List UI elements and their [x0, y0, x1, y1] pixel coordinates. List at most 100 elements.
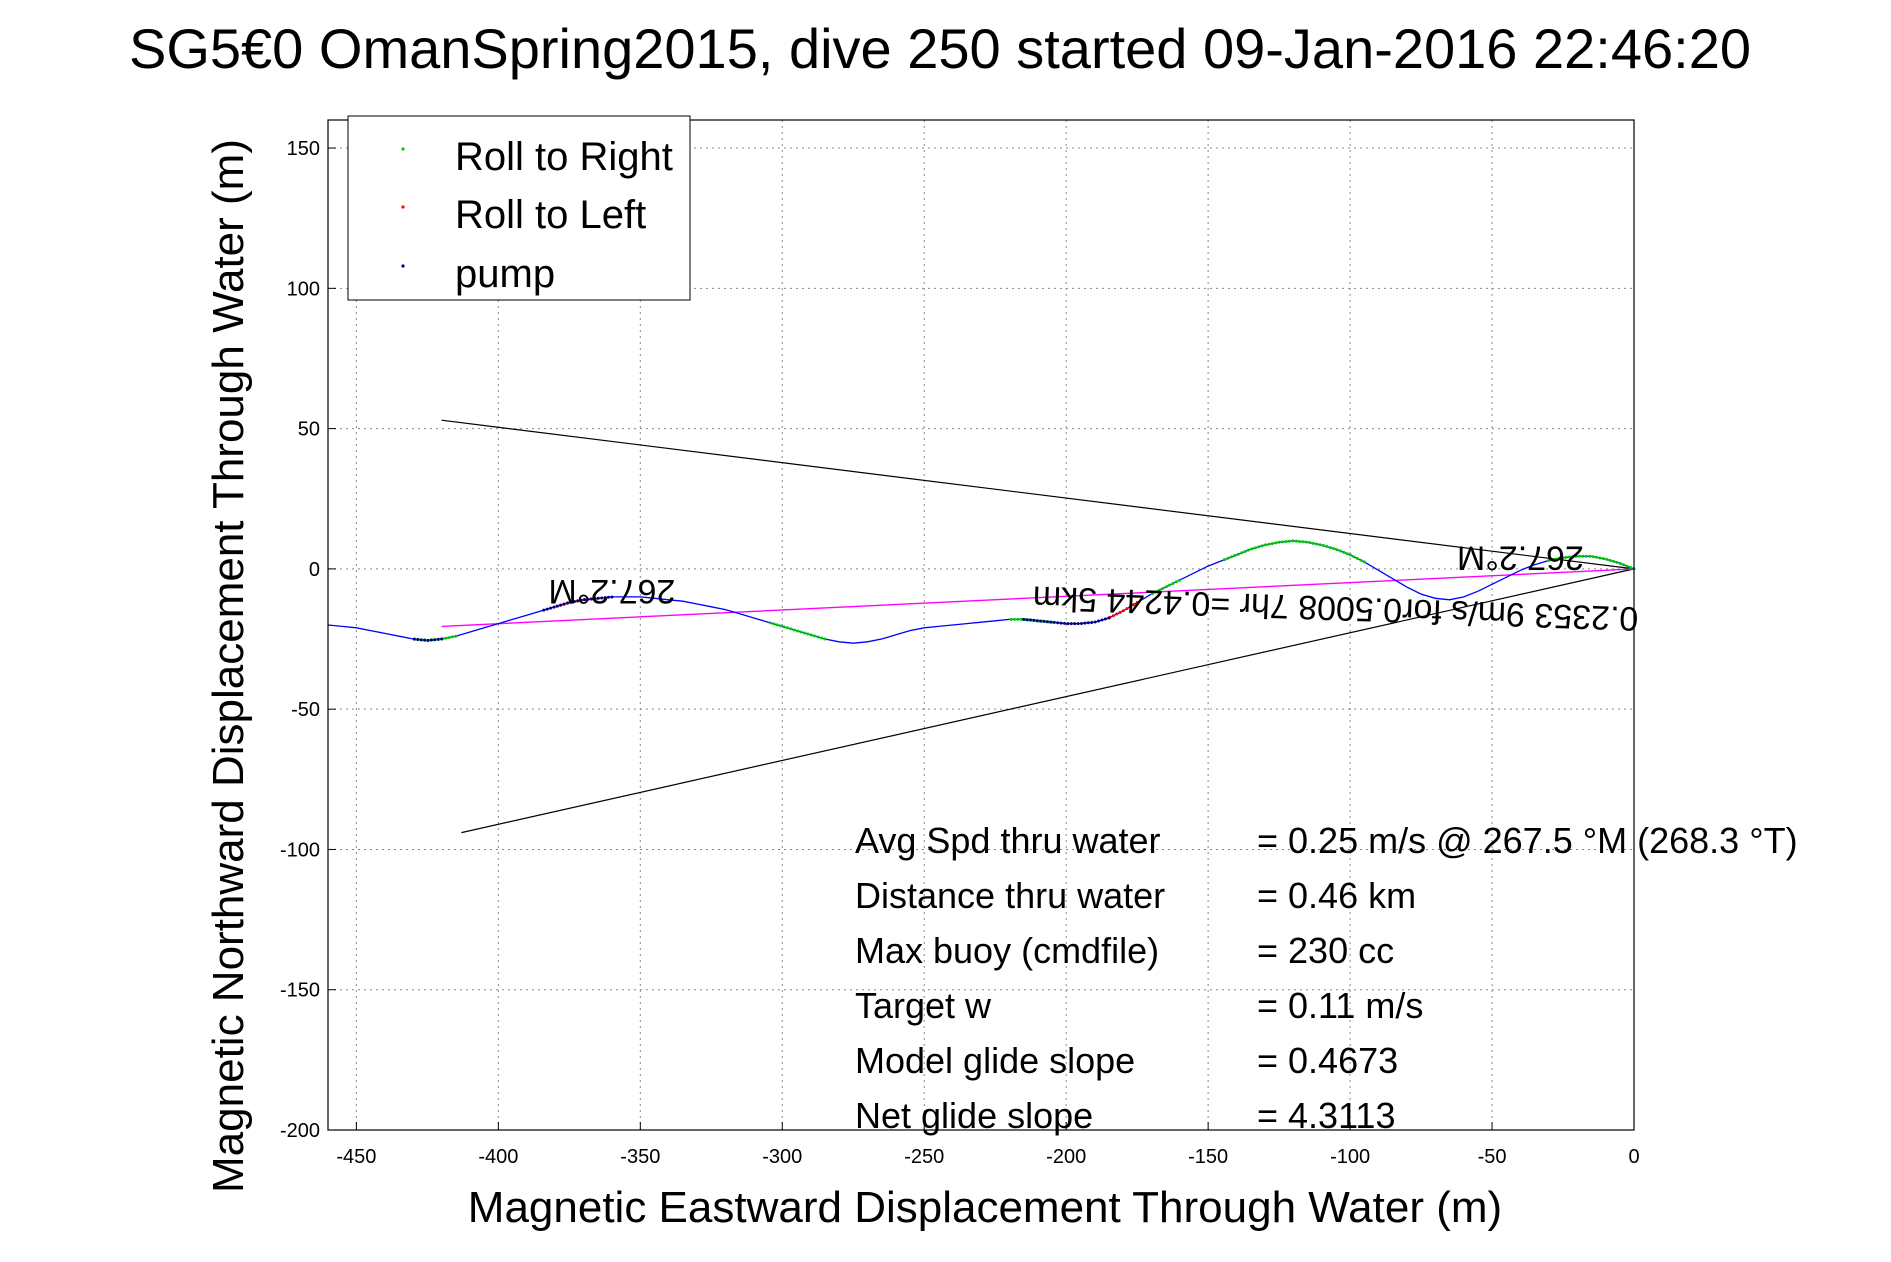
roll-right-point [1612, 559, 1616, 563]
roll-right-point [1349, 553, 1353, 557]
roll-right-point [1250, 547, 1254, 551]
roll-right-point [1311, 541, 1315, 545]
pump-point [426, 638, 430, 642]
pump-point [1066, 622, 1070, 626]
pump-point [555, 604, 559, 608]
roll-right-point [1315, 542, 1319, 546]
roll-right-point [772, 622, 776, 626]
roll-right-point [1267, 542, 1271, 546]
roll-right-point [1304, 540, 1308, 544]
roll-right-point [802, 631, 806, 635]
roll-right-point [1355, 557, 1359, 561]
roll-right-point [1171, 581, 1175, 585]
roll-right-point [1362, 560, 1366, 564]
roll-right-point [1618, 562, 1622, 566]
roll-right-point [1223, 558, 1227, 562]
roll-right-point [1174, 580, 1178, 584]
pump-point [562, 602, 566, 606]
legend: Roll to Right Roll to Left pump [347, 115, 691, 301]
roll-right-point [1154, 590, 1158, 594]
stat-value-distance: = 0.46 km [1257, 875, 1416, 916]
roll-right-point [1009, 617, 1013, 621]
roll-right-point [823, 637, 827, 641]
pump-point [593, 597, 597, 601]
pump-point [545, 607, 549, 611]
roll-right-point [1270, 542, 1274, 546]
pump-point [579, 598, 583, 602]
roll-right-point [792, 628, 796, 632]
cone-line [461, 568, 1635, 834]
roll-right-point [1608, 558, 1612, 562]
x-tick-label: -100 [1330, 1146, 1370, 1168]
roll-right-point [1281, 540, 1285, 544]
displacement-track [327, 540, 1635, 644]
roll-right-point [1161, 587, 1165, 591]
stat-label-target-w: Target w [855, 985, 992, 1026]
y-tick-labels: 150 100 50 0 -50 -100 -150 -200 [280, 138, 320, 1142]
pump-point [559, 603, 563, 607]
pump-point [429, 638, 433, 642]
roll-right-point [1598, 556, 1602, 560]
roll-right-point [1246, 548, 1250, 552]
y-tick-label: 50 [298, 419, 320, 441]
pump-point [1052, 620, 1056, 624]
roll-right-point [1013, 617, 1017, 621]
legend-marker-roll-right [401, 147, 405, 151]
roll-right-point [450, 635, 454, 639]
stat-value-avg-speed: = 0.25 m/s @ 267.5 °M (268.3 °T) [1257, 820, 1798, 861]
mean-course-segment [441, 568, 1635, 628]
x-tick-label: -350 [620, 1146, 660, 1168]
pump-point [572, 600, 576, 604]
roll-right-point [799, 630, 803, 634]
roll-right-point [1601, 557, 1605, 561]
y-axis-label: Magnetic Northward Displacement Through … [204, 139, 253, 1193]
roll-right-point [1019, 617, 1023, 621]
y-tick-label: 100 [287, 278, 320, 300]
roll-right-point [779, 624, 783, 628]
roll-right-point [1233, 554, 1237, 558]
pump-point [566, 601, 570, 605]
x-tick-label: -150 [1188, 1146, 1228, 1168]
pump-point [1049, 620, 1053, 624]
roll-right-point [1308, 541, 1312, 545]
track-line [327, 540, 1635, 644]
roll-right-point [789, 627, 793, 631]
roll-right-point [1574, 554, 1578, 558]
roll-right-point [809, 633, 813, 637]
roll-right-point [1338, 549, 1342, 553]
stat-label-model-glide-slope: Model glide slope [855, 1040, 1135, 1081]
roll-right-point [1332, 547, 1336, 551]
roll-right-point [1277, 540, 1281, 544]
roll-right-point [1284, 540, 1288, 544]
roll-right-point [1615, 560, 1619, 564]
roll-right-point [454, 634, 458, 638]
roll-right-point [1260, 544, 1264, 548]
pump-point [416, 637, 420, 641]
stat-label-max-buoy: Max buoy (cmdfile) [855, 930, 1159, 971]
heading-annotation: 267.2°M [548, 572, 675, 610]
y-tick-label: -150 [280, 980, 320, 1002]
y-tick-label: 150 [287, 138, 320, 160]
roll-right-point [1016, 617, 1020, 621]
pump-point [423, 638, 427, 642]
x-tick-label: -300 [762, 1146, 802, 1168]
pump-point [576, 599, 580, 603]
pump-point [1062, 621, 1066, 625]
cone-line [441, 419, 1635, 570]
roll-left-point [1125, 607, 1129, 611]
pump-point [603, 596, 607, 600]
stat-label-avg-speed: Avg Spd thru water [855, 820, 1161, 861]
roll-right-point [1236, 552, 1240, 556]
pump-point [419, 638, 423, 642]
stat-value-max-buoy: = 230 cc [1257, 930, 1394, 971]
roll-right-point [1622, 563, 1626, 567]
roll-right-point [782, 625, 786, 629]
x-tick-label: -450 [336, 1146, 376, 1168]
roll-left-point [1122, 609, 1126, 613]
roll-right-point [1577, 554, 1581, 558]
roll-right-point [1301, 540, 1305, 544]
pump-point [436, 637, 440, 641]
roll-right-point [1584, 554, 1588, 558]
roll-right-point [1287, 539, 1291, 543]
